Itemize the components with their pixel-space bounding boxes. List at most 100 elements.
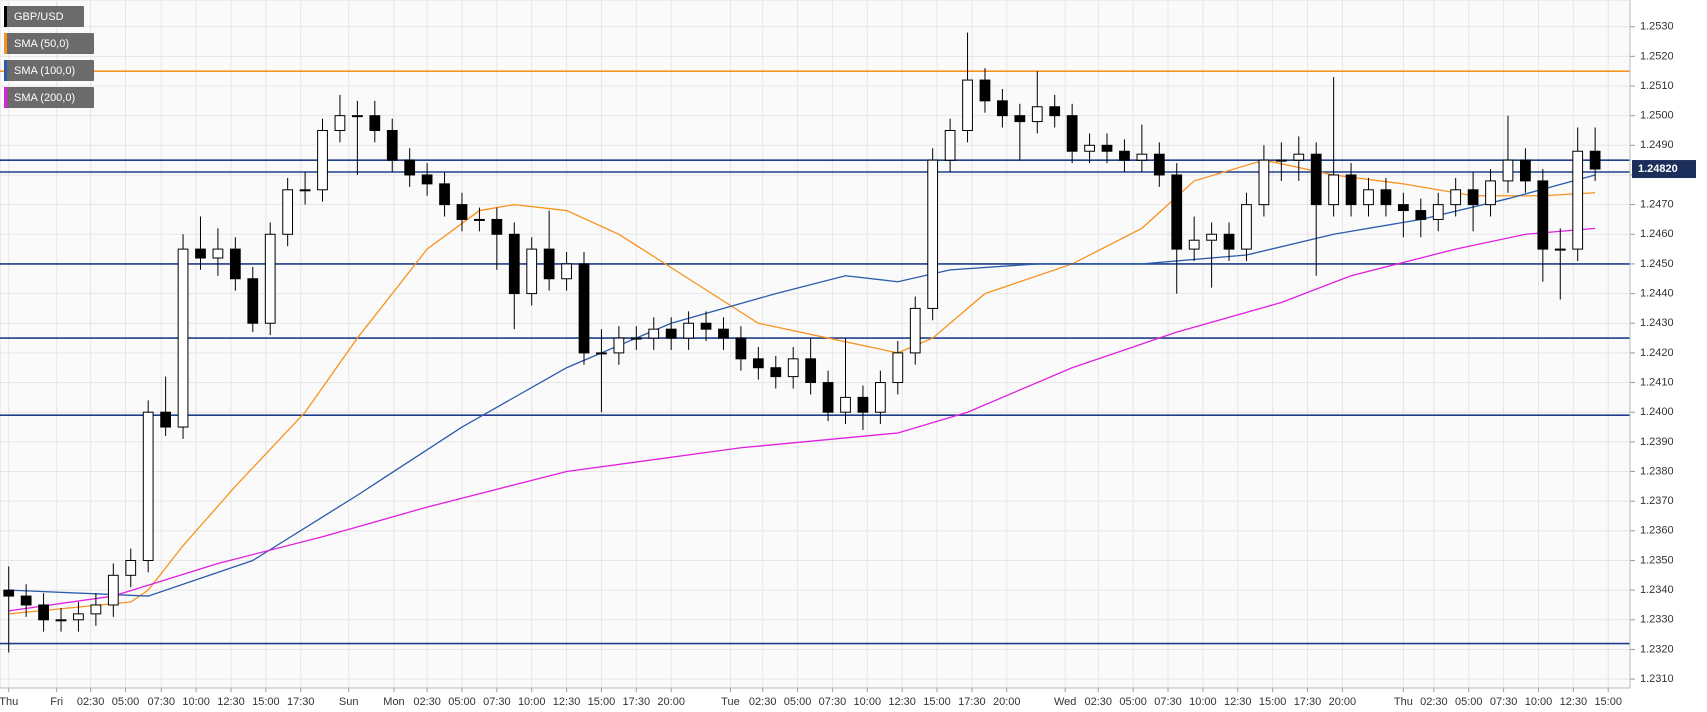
x-tick-label: 05:00 xyxy=(1455,696,1483,708)
y-tick-label: 1.2310 xyxy=(1640,673,1674,685)
x-tick-label: 20:00 xyxy=(1329,696,1357,708)
candle-body xyxy=(613,337,625,354)
x-tick-label: Fri xyxy=(50,696,63,708)
candle-body xyxy=(177,248,189,428)
candles xyxy=(3,32,1601,653)
candle-body xyxy=(665,328,677,339)
candle-body xyxy=(909,307,921,354)
last-price-box xyxy=(1632,160,1696,179)
x-tick-label: Mon xyxy=(383,696,404,708)
x-tick-label: Thu xyxy=(1394,696,1413,708)
candle-body xyxy=(578,263,590,354)
candle-body xyxy=(299,189,311,192)
candle-body xyxy=(1589,150,1601,170)
candle-body xyxy=(247,278,259,324)
x-tick-label: Sun xyxy=(339,696,359,708)
y-tick-label: 1.2380 xyxy=(1640,465,1674,477)
candle-body xyxy=(1066,115,1078,152)
candle-body xyxy=(1241,204,1252,250)
y-tick-label: 1.2400 xyxy=(1640,406,1674,418)
candle-body xyxy=(282,189,294,235)
candle-body xyxy=(683,322,694,339)
candle-body xyxy=(439,183,450,206)
candle-body xyxy=(3,589,15,597)
legend-box xyxy=(4,60,94,81)
x-tick-label: 02:30 xyxy=(1420,696,1448,708)
candle-body xyxy=(264,233,276,324)
candle-body xyxy=(648,328,660,339)
candle-body xyxy=(1520,159,1531,182)
candle-body xyxy=(107,574,119,606)
candle-body xyxy=(142,411,154,561)
candle-body xyxy=(55,619,67,622)
candle-body xyxy=(752,358,764,369)
candle-body xyxy=(1502,159,1514,182)
candle-body xyxy=(1572,150,1584,250)
x-tick-label: 12:30 xyxy=(1560,696,1588,708)
candle-body xyxy=(1345,174,1357,206)
candle-body xyxy=(1293,153,1305,161)
candle-body xyxy=(979,79,991,102)
x-tick-label: 10:00 xyxy=(854,696,882,708)
y-tick-label: 1.2390 xyxy=(1640,436,1674,448)
x-tick-label: 12:30 xyxy=(217,696,245,708)
sma-lines xyxy=(8,159,1596,615)
legend-label: SMA (100,0) xyxy=(14,65,75,77)
candle-body xyxy=(892,352,904,384)
x-tick-label: 10:00 xyxy=(1189,696,1217,708)
y-tick-label: 1.2490 xyxy=(1640,139,1674,151)
candle-body xyxy=(718,328,729,339)
grid xyxy=(0,0,1630,688)
y-tick-label: 1.2450 xyxy=(1640,258,1674,270)
x-tick-label: 15:00 xyxy=(1594,696,1622,708)
plot-area xyxy=(0,0,1631,689)
candle-body xyxy=(1119,150,1130,161)
legend-swatch xyxy=(4,33,7,54)
y-tick-label: 1.2500 xyxy=(1640,110,1674,122)
candle-body xyxy=(1363,189,1374,206)
candle-body xyxy=(369,115,381,131)
y-tick-label: 1.2520 xyxy=(1640,50,1674,62)
y-tick-label: 1.2410 xyxy=(1640,376,1674,388)
x-tick-label: 02:30 xyxy=(1085,696,1113,708)
x-tick-label: 07:30 xyxy=(1490,696,1518,708)
candle-body xyxy=(1537,180,1549,250)
candle-body xyxy=(944,129,956,161)
candle-body xyxy=(317,129,328,191)
y-tick-label: 1.2530 xyxy=(1640,21,1674,33)
candle-body xyxy=(874,382,886,413)
candle-body xyxy=(1223,233,1235,250)
sma-line xyxy=(8,227,1596,612)
candle-body xyxy=(195,248,206,259)
candle-body xyxy=(822,382,834,413)
y-tick-label: 1.2420 xyxy=(1640,347,1674,359)
legend-label: GBP/USD xyxy=(14,11,64,23)
y-tick-label: 1.2360 xyxy=(1640,525,1674,537)
candle-body xyxy=(1206,233,1217,241)
candle-body xyxy=(386,129,398,161)
candle-body xyxy=(630,337,642,340)
y-tick-label: 1.2510 xyxy=(1640,80,1674,92)
candle-body xyxy=(1554,248,1566,251)
legend-label: SMA (200,0) xyxy=(14,92,75,104)
candle-body xyxy=(20,595,32,606)
x-tick-label: Wed xyxy=(1054,696,1076,708)
y-tick-label: 1.2440 xyxy=(1640,287,1674,299)
candle-body xyxy=(1310,153,1322,206)
x-tick-label: Thu xyxy=(0,696,18,708)
candle-body xyxy=(1415,210,1427,220)
candle-body xyxy=(1136,153,1148,161)
x-tick-label: 15:00 xyxy=(588,696,616,708)
candle-body xyxy=(1188,239,1200,250)
candle-body xyxy=(1258,159,1270,206)
candle-body xyxy=(770,367,782,378)
legend-swatch xyxy=(4,87,7,108)
x-tick-label: 07:30 xyxy=(819,696,847,708)
candle-body xyxy=(38,604,49,621)
candle-body xyxy=(456,204,468,220)
candle-body xyxy=(927,159,939,309)
x-tick-label: 02:30 xyxy=(413,696,441,708)
candle-body xyxy=(404,159,416,176)
y-tick-label: 1.2340 xyxy=(1640,584,1674,596)
